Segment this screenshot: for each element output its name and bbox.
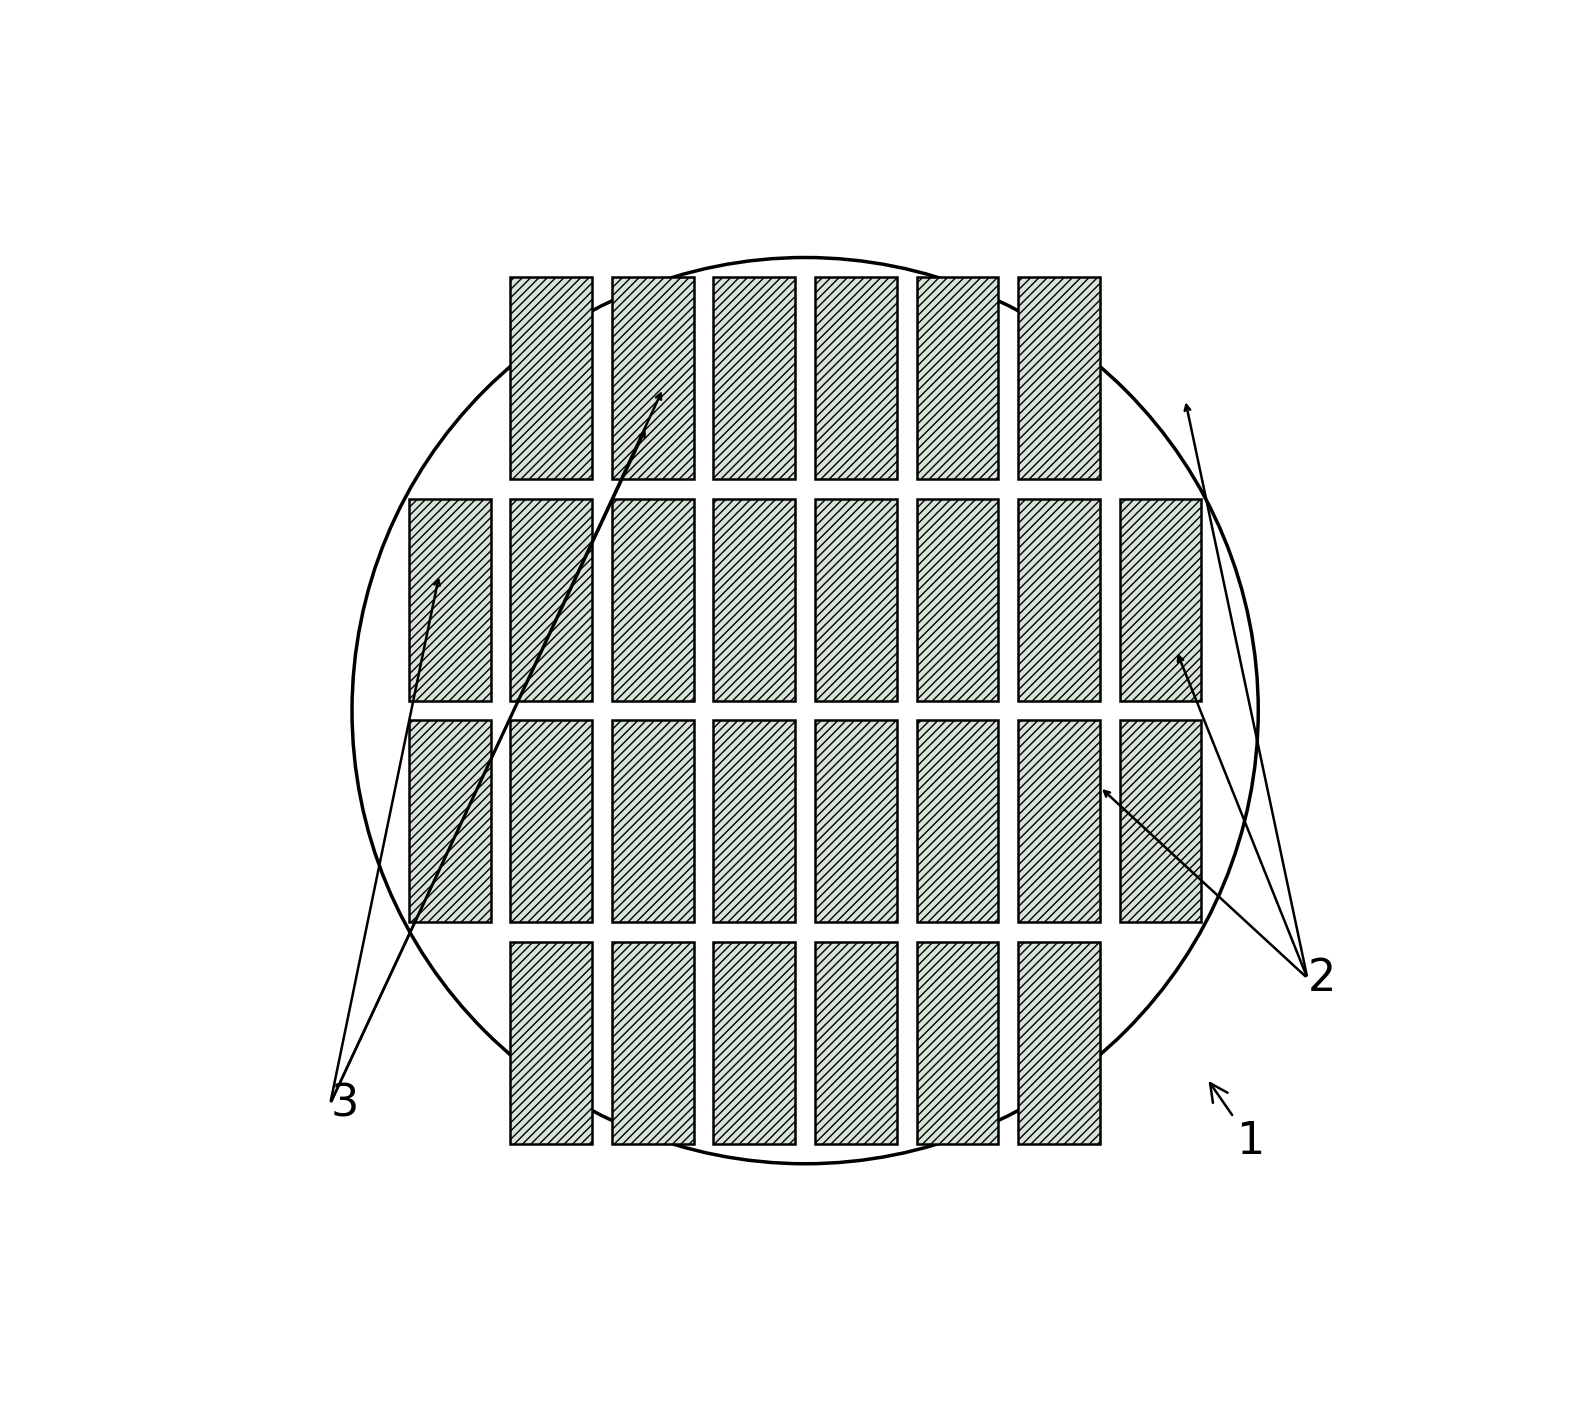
Text: 2: 2: [1307, 957, 1335, 1000]
Bar: [1018, 942, 1100, 1144]
Bar: [1120, 720, 1202, 923]
Bar: [815, 277, 897, 479]
Bar: [408, 499, 490, 700]
Bar: [511, 499, 592, 700]
Bar: [1018, 277, 1100, 479]
Bar: [815, 942, 897, 1144]
Bar: [511, 277, 592, 479]
Bar: [713, 499, 795, 700]
Bar: [408, 720, 490, 923]
Bar: [815, 499, 897, 700]
Bar: [511, 720, 592, 923]
Bar: [1018, 720, 1100, 923]
Text: 1: 1: [1210, 1083, 1265, 1163]
Bar: [916, 277, 999, 479]
Circle shape: [352, 258, 1258, 1164]
Bar: [713, 720, 795, 923]
Text: 3: 3: [330, 1082, 358, 1126]
Bar: [815, 720, 897, 923]
Bar: [916, 499, 999, 700]
Bar: [511, 942, 592, 1144]
Bar: [916, 720, 999, 923]
Bar: [1120, 499, 1202, 700]
Bar: [611, 942, 694, 1144]
Bar: [611, 499, 694, 700]
Bar: [611, 720, 694, 923]
Bar: [713, 942, 795, 1144]
Bar: [916, 942, 999, 1144]
Bar: [713, 277, 795, 479]
Bar: [1018, 499, 1100, 700]
Bar: [611, 277, 694, 479]
